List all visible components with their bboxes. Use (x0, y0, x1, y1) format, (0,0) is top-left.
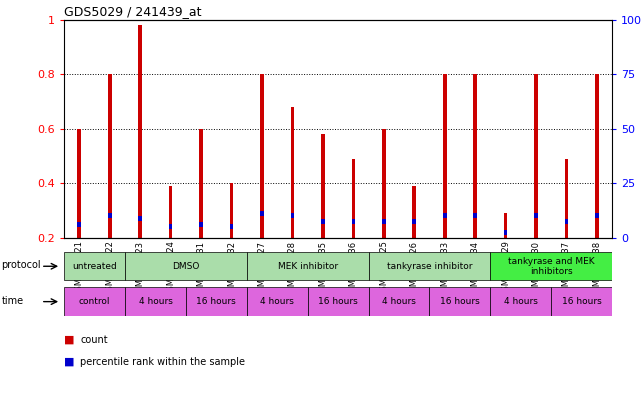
Bar (369, 252, 490, 281)
Text: MEK inhibitor: MEK inhibitor (278, 262, 338, 271)
Bar (108, 213, 112, 219)
Bar (186, 287, 247, 316)
Bar (412, 219, 416, 224)
Text: 16 hours: 16 hours (440, 297, 480, 306)
Bar (504, 213, 508, 238)
Bar (534, 213, 538, 219)
Bar (443, 213, 447, 219)
Text: 16 hours: 16 hours (196, 297, 237, 306)
Text: 4 hours: 4 hours (504, 297, 538, 306)
Bar (382, 219, 386, 224)
Bar (595, 213, 599, 219)
Bar (490, 252, 612, 281)
Bar (125, 252, 247, 281)
Text: control: control (79, 297, 110, 306)
Bar (351, 159, 355, 238)
Text: untreated: untreated (72, 262, 117, 271)
Bar (169, 186, 172, 238)
Text: 16 hours: 16 hours (562, 297, 602, 306)
Bar (565, 159, 569, 238)
Bar (64, 252, 125, 281)
Text: 4 hours: 4 hours (382, 297, 416, 306)
Bar (125, 287, 186, 316)
Bar (369, 287, 429, 316)
Text: DMSO: DMSO (172, 262, 199, 271)
Bar (308, 287, 369, 316)
Bar (247, 252, 369, 281)
Text: GDS5029 / 241439_at: GDS5029 / 241439_at (64, 6, 202, 18)
Bar (443, 74, 447, 238)
Bar (64, 287, 125, 316)
Text: time: time (1, 296, 24, 306)
Bar (429, 287, 490, 316)
Bar (321, 219, 325, 224)
Bar (229, 224, 233, 229)
Bar (78, 222, 81, 227)
Text: protocol: protocol (1, 260, 41, 270)
Bar (551, 287, 612, 316)
Bar (199, 222, 203, 227)
Bar (473, 74, 477, 238)
Text: ■: ■ (64, 356, 74, 367)
Bar (260, 74, 264, 238)
Bar (565, 219, 569, 224)
Bar (382, 129, 386, 238)
Bar (290, 213, 294, 219)
Text: count: count (80, 335, 108, 345)
Bar (490, 287, 551, 316)
Bar (169, 224, 172, 229)
Text: percentile rank within the sample: percentile rank within the sample (80, 356, 245, 367)
Bar (138, 216, 142, 221)
Text: 4 hours: 4 hours (260, 297, 294, 306)
Bar (199, 129, 203, 238)
Text: tankyrase inhibitor: tankyrase inhibitor (387, 262, 472, 271)
Text: tankyrase and MEK
inhibitors: tankyrase and MEK inhibitors (508, 257, 595, 276)
Bar (473, 213, 477, 219)
Bar (247, 287, 308, 316)
Bar (138, 25, 142, 238)
Bar (595, 74, 599, 238)
Text: ■: ■ (64, 335, 74, 345)
Bar (290, 107, 294, 238)
Text: 4 hours: 4 hours (138, 297, 172, 306)
Bar (504, 230, 508, 235)
Bar (229, 183, 233, 238)
Bar (534, 74, 538, 238)
Text: 16 hours: 16 hours (318, 297, 358, 306)
Bar (351, 219, 355, 224)
Bar (412, 186, 416, 238)
Bar (78, 129, 81, 238)
Bar (108, 74, 112, 238)
Bar (321, 134, 325, 238)
Bar (260, 211, 264, 216)
